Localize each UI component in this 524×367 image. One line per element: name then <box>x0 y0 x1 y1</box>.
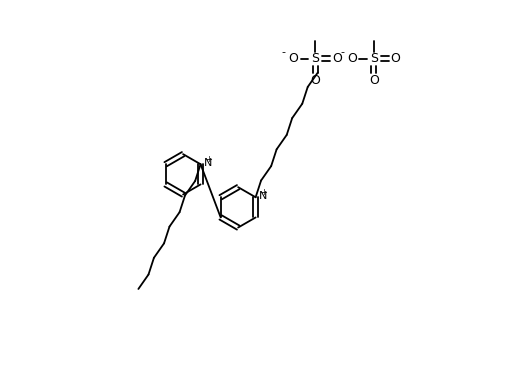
Text: +: + <box>260 188 267 197</box>
Text: -: - <box>282 47 286 57</box>
Text: O: O <box>369 74 379 87</box>
Text: O: O <box>289 52 299 65</box>
Text: S: S <box>311 52 319 65</box>
Text: O: O <box>347 52 357 65</box>
Text: N: N <box>258 191 267 201</box>
Text: O: O <box>310 74 320 87</box>
Text: N: N <box>203 158 212 168</box>
Text: O: O <box>390 52 400 65</box>
Text: +: + <box>205 155 212 164</box>
Text: S: S <box>370 52 378 65</box>
Text: -: - <box>341 47 345 57</box>
Text: O: O <box>332 52 342 65</box>
